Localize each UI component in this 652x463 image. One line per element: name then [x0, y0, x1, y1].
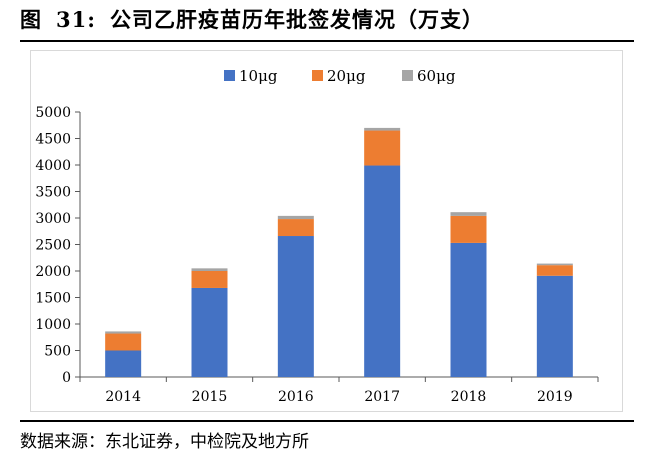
y-tick-label: 2000: [35, 264, 71, 280]
bar-2014-series-3: [105, 331, 142, 334]
bar-2015-series-1: [191, 287, 228, 377]
top-rule: [20, 40, 634, 42]
bar-2018-series-2: [450, 215, 487, 243]
bar-2016-series-3: [277, 215, 314, 220]
bar-2015-series-3: [191, 268, 228, 271]
y-tick-label: 0: [62, 370, 71, 386]
legend-label: 20μg: [327, 67, 366, 85]
x-tick-label: 2019: [537, 389, 573, 405]
legend-swatch: [402, 70, 413, 81]
y-tick-label: 3500: [35, 185, 71, 201]
bar-2019-series-3: [536, 263, 573, 266]
x-tick-label: 2016: [278, 389, 314, 405]
y-tick-label: 3000: [35, 211, 71, 227]
chart-frame: [30, 50, 623, 412]
bottom-rule: [20, 420, 634, 422]
bar-2018-series-3: [450, 212, 487, 216]
bar-2015-series-2: [191, 271, 228, 288]
bar-2017-series-3: [364, 127, 401, 131]
bar-2014-series-2: [105, 333, 142, 351]
y-tick-label: 5000: [35, 105, 71, 121]
bar-2017-series-1: [364, 165, 401, 377]
bar-2018-series-1: [450, 242, 487, 377]
x-tick-label: 2017: [364, 389, 400, 405]
bar-2019-series-1: [536, 275, 573, 377]
y-tick-label: 2500: [35, 238, 71, 254]
x-tick-label: 2015: [192, 389, 228, 405]
x-tick-label: 2018: [451, 389, 487, 405]
figure-title: 图 31: 公司乙肝疫苗历年批签发情况（万支）: [20, 4, 484, 34]
figure-number: 31:: [56, 7, 96, 32]
bar-2016-series-2: [277, 219, 314, 237]
legend-label: 10μg: [239, 67, 278, 85]
bar-2019-series-2: [536, 265, 573, 276]
y-tick-label: 4000: [35, 158, 71, 174]
y-tick-label: 500: [44, 344, 71, 360]
bar-2017-series-2: [364, 130, 401, 166]
legend-swatch: [312, 70, 323, 81]
figure-label: 图: [20, 8, 42, 32]
legend-label: 60μg: [417, 67, 456, 85]
y-tick-label: 1500: [35, 291, 71, 307]
x-tick-label: 2014: [105, 389, 141, 405]
bar-2016-series-1: [277, 236, 314, 377]
y-tick-label: 4500: [35, 132, 71, 148]
y-tick-label: 1000: [35, 317, 71, 333]
source-note: 数据来源：东北证券，中检院及地方所: [20, 432, 309, 452]
bar-2014-series-1: [105, 350, 142, 377]
legend-swatch: [224, 70, 235, 81]
figure-caption: 公司乙肝疫苗历年批签发情况（万支）: [109, 8, 484, 32]
